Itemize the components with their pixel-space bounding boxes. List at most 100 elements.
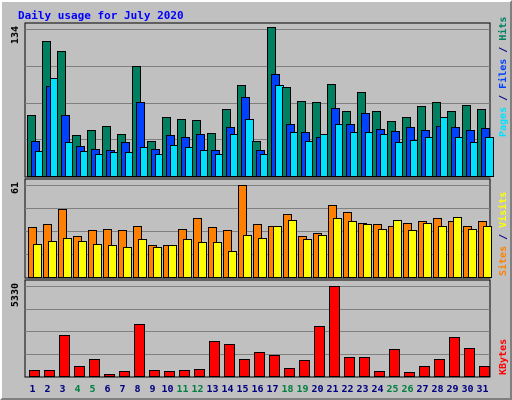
bar-kbytes-day-15 bbox=[239, 359, 250, 377]
bar-kbytes-day-27 bbox=[419, 366, 430, 377]
bar-kbytes-day-8 bbox=[134, 324, 145, 377]
bar-kbytes-day-18 bbox=[284, 368, 295, 377]
bar-kbytes-day-29 bbox=[449, 337, 460, 377]
bar-sites-day-20 bbox=[318, 235, 327, 278]
x-tick-label-day-17: 17 bbox=[266, 384, 278, 395]
legend-bottom: KBytes bbox=[498, 339, 509, 375]
bar-kbytes-day-16 bbox=[254, 352, 265, 377]
bar-sites-day-12 bbox=[198, 242, 207, 278]
x-tick-label-day-30: 30 bbox=[461, 384, 473, 395]
bar-kbytes-day-1 bbox=[29, 370, 40, 377]
bar-kbytes-day-13 bbox=[209, 341, 220, 377]
x-tick-label-day-23: 23 bbox=[356, 384, 368, 395]
bar-sites-day-4 bbox=[78, 241, 87, 278]
legend-part: Hits bbox=[497, 17, 509, 41]
x-tick-label-day-1: 1 bbox=[29, 384, 35, 395]
bar-sites-day-8 bbox=[138, 239, 147, 278]
x-tick-label-day-27: 27 bbox=[416, 384, 428, 395]
x-tick-label-day-19: 19 bbox=[296, 384, 308, 395]
x-tick-label-day-7: 7 bbox=[119, 384, 125, 395]
bar-sites-day-9 bbox=[153, 247, 162, 278]
bar-sites-day-26 bbox=[408, 230, 417, 278]
x-tick-label-day-10: 10 bbox=[161, 384, 173, 395]
x-tick-label-day-14: 14 bbox=[221, 384, 233, 395]
bar-sites-day-31 bbox=[483, 226, 492, 278]
x-tick-label-day-15: 15 bbox=[236, 384, 248, 395]
legend-part: KBytes bbox=[498, 339, 509, 375]
bar-kbytes-day-30 bbox=[464, 348, 475, 377]
x-tick-label-day-13: 13 bbox=[206, 384, 218, 395]
bar-kbytes-day-17 bbox=[269, 355, 280, 377]
legend-part: Files bbox=[497, 59, 509, 89]
bar-sites-day-6 bbox=[108, 245, 117, 278]
x-tick-label-day-8: 8 bbox=[134, 384, 140, 395]
bar-sites-day-13 bbox=[213, 242, 222, 278]
x-tick-label-day-25: 25 bbox=[386, 384, 398, 395]
bar-kbytes-day-14 bbox=[224, 344, 235, 377]
bar-sites-day-15 bbox=[243, 235, 252, 278]
bar-sites-day-22 bbox=[348, 221, 357, 278]
x-tick-label-day-4: 4 bbox=[74, 384, 80, 395]
bar-visits-day-15 bbox=[238, 185, 247, 278]
bar-sites-day-28 bbox=[438, 226, 447, 278]
bar-sites-day-3 bbox=[63, 238, 72, 278]
bar-sites-day-30 bbox=[468, 229, 477, 278]
bar-sites-day-18 bbox=[288, 220, 297, 278]
x-tick-label-day-26: 26 bbox=[401, 384, 413, 395]
x-tick-label-day-20: 20 bbox=[311, 384, 323, 395]
bar-pages-day-31 bbox=[485, 137, 494, 177]
bar-kbytes-day-28 bbox=[434, 359, 445, 377]
bar-sites-day-25 bbox=[393, 220, 402, 278]
bar-kbytes-day-3 bbox=[59, 335, 70, 377]
x-tick-label-day-28: 28 bbox=[431, 384, 443, 395]
x-tick-label-day-31: 31 bbox=[476, 384, 488, 395]
bar-kbytes-day-2 bbox=[44, 370, 55, 377]
bar-sites-day-2 bbox=[48, 241, 57, 278]
x-tick-label-day-3: 3 bbox=[59, 384, 65, 395]
bar-sites-day-23 bbox=[363, 224, 372, 278]
legend-part: Sites bbox=[497, 246, 509, 276]
bar-kbytes-day-6 bbox=[104, 374, 115, 377]
bar-sites-day-1 bbox=[33, 244, 42, 278]
legend-top: Pages / Files / Hits bbox=[497, 17, 509, 137]
bar-kbytes-day-20 bbox=[314, 326, 325, 377]
x-tick-label-day-18: 18 bbox=[281, 384, 293, 395]
bar-sites-day-21 bbox=[333, 218, 342, 278]
bar-kbytes-day-9 bbox=[149, 370, 160, 377]
x-tick-label-day-11: 11 bbox=[176, 384, 188, 395]
legend-part: Pages bbox=[498, 107, 509, 137]
x-tick-label-day-5: 5 bbox=[89, 384, 95, 395]
x-tick-label-day-22: 22 bbox=[341, 384, 353, 395]
chart-title: Daily usage for July 2020 bbox=[18, 9, 184, 22]
x-tick-label-day-2: 2 bbox=[44, 384, 50, 395]
bar-kbytes-day-10 bbox=[164, 371, 175, 377]
bar-sites-day-10 bbox=[168, 245, 177, 278]
bar-sites-day-17 bbox=[273, 226, 282, 278]
legend-middle: Sites / Visits bbox=[497, 192, 509, 276]
bar-kbytes-day-11 bbox=[179, 370, 190, 377]
x-tick-label-day-16: 16 bbox=[251, 384, 263, 395]
x-tick-label-day-9: 9 bbox=[149, 384, 155, 395]
y-max-label-bottom: 5330 bbox=[10, 283, 21, 307]
x-tick-label-day-29: 29 bbox=[446, 384, 458, 395]
x-tick-label-day-12: 12 bbox=[191, 384, 203, 395]
legend-part: / bbox=[498, 228, 509, 246]
bar-kbytes-day-7 bbox=[119, 371, 130, 377]
legend-part: / bbox=[498, 89, 509, 107]
bar-kbytes-day-23 bbox=[359, 357, 370, 377]
x-tick-label-day-6: 6 bbox=[104, 384, 110, 395]
bar-kbytes-day-22 bbox=[344, 357, 355, 377]
bar-sites-day-14 bbox=[228, 251, 237, 278]
x-tick-label-day-24: 24 bbox=[371, 384, 383, 395]
bar-kbytes-day-21 bbox=[329, 286, 340, 377]
bar-kbytes-day-5 bbox=[89, 359, 100, 377]
bar-sites-day-27 bbox=[423, 223, 432, 278]
bar-sites-day-5 bbox=[93, 244, 102, 278]
legend-part: / bbox=[498, 41, 509, 59]
bar-kbytes-day-4 bbox=[74, 366, 85, 377]
bar-sites-day-19 bbox=[303, 239, 312, 278]
bar-kbytes-day-19 bbox=[299, 360, 310, 377]
bar-sites-day-24 bbox=[378, 229, 387, 278]
bar-sites-day-29 bbox=[453, 217, 462, 278]
